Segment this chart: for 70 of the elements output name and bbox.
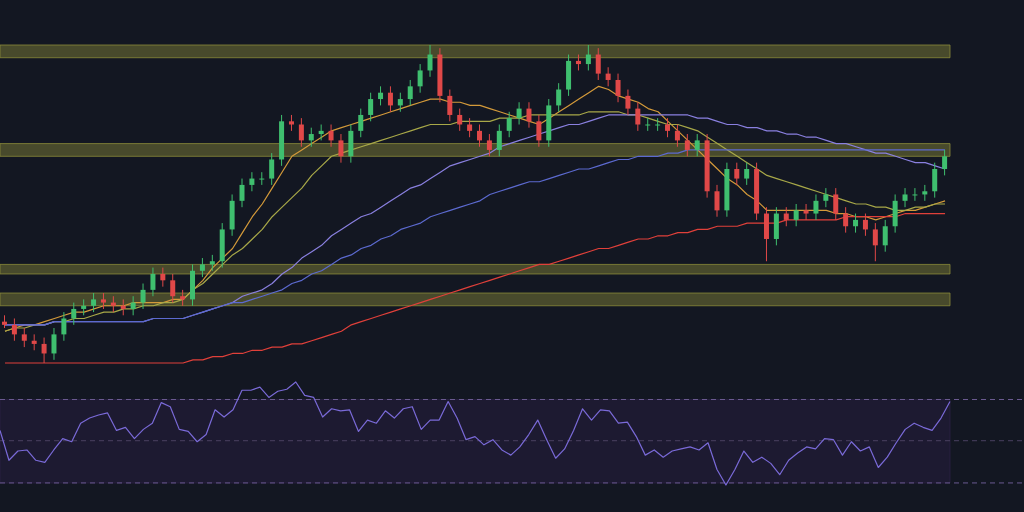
candlestick	[516, 101, 522, 125]
candlestick	[61, 311, 67, 342]
candlestick	[160, 267, 166, 288]
candlestick	[477, 124, 482, 148]
candlestick	[457, 108, 463, 132]
candlestick	[328, 124, 334, 148]
candlestick	[447, 89, 453, 122]
candlestick	[803, 203, 809, 221]
candlestick	[734, 162, 740, 186]
candlestick	[239, 178, 245, 208]
candlestick	[338, 133, 344, 164]
candlestick	[714, 184, 720, 218]
candlestick	[51, 327, 57, 361]
candlestick	[397, 92, 403, 113]
candlestick	[417, 63, 423, 94]
candlestick	[467, 117, 473, 138]
candlestick	[862, 213, 868, 237]
candlestick	[486, 133, 492, 157]
candlestick	[813, 193, 819, 221]
candlestick	[793, 203, 799, 227]
candlestick	[833, 187, 839, 221]
candlestick	[932, 162, 938, 199]
candlestick	[368, 92, 374, 122]
candlestick	[556, 82, 562, 113]
candlestick	[655, 117, 661, 132]
candlestick	[912, 187, 918, 202]
candlestick	[942, 149, 948, 176]
candlestick	[259, 171, 265, 186]
candlestick	[645, 117, 651, 132]
candlestick	[615, 73, 621, 103]
candlestick	[823, 187, 829, 208]
candlestick	[387, 85, 393, 113]
candlestick	[11, 317, 17, 342]
candlestick	[71, 302, 77, 326]
candlestick	[91, 292, 97, 313]
candlestick	[506, 111, 512, 138]
candlestick	[783, 206, 789, 227]
candlestick	[526, 101, 532, 129]
candlestick	[427, 44, 433, 78]
candlestick	[21, 327, 27, 348]
candlestick	[249, 171, 255, 192]
candlestick	[585, 44, 591, 71]
candlestick	[298, 117, 304, 148]
candlestick	[308, 127, 314, 148]
candlestick	[407, 79, 413, 106]
candlestick	[665, 117, 671, 138]
candlestick	[269, 152, 275, 186]
candlestick	[853, 213, 859, 234]
candlestick	[605, 66, 611, 87]
candlestick	[882, 219, 888, 253]
candlestick	[170, 273, 176, 304]
candlestick	[358, 108, 364, 138]
candlestick	[902, 187, 908, 208]
candlestick	[199, 257, 205, 278]
candlestick	[684, 133, 690, 157]
candlestick	[872, 222, 878, 262]
candlestick	[150, 267, 156, 297]
candlestick	[674, 124, 680, 148]
candlestick	[595, 47, 601, 81]
candlestick	[843, 206, 849, 234]
candlestick	[496, 124, 502, 157]
candlestick	[378, 85, 384, 106]
candlestick	[130, 295, 136, 316]
candlestick	[41, 337, 47, 364]
candlestick	[625, 89, 631, 116]
candlestick	[536, 114, 542, 148]
candlestick	[694, 133, 700, 157]
candlestick	[140, 283, 146, 310]
candlestick	[635, 101, 641, 132]
candlestick	[744, 162, 750, 186]
